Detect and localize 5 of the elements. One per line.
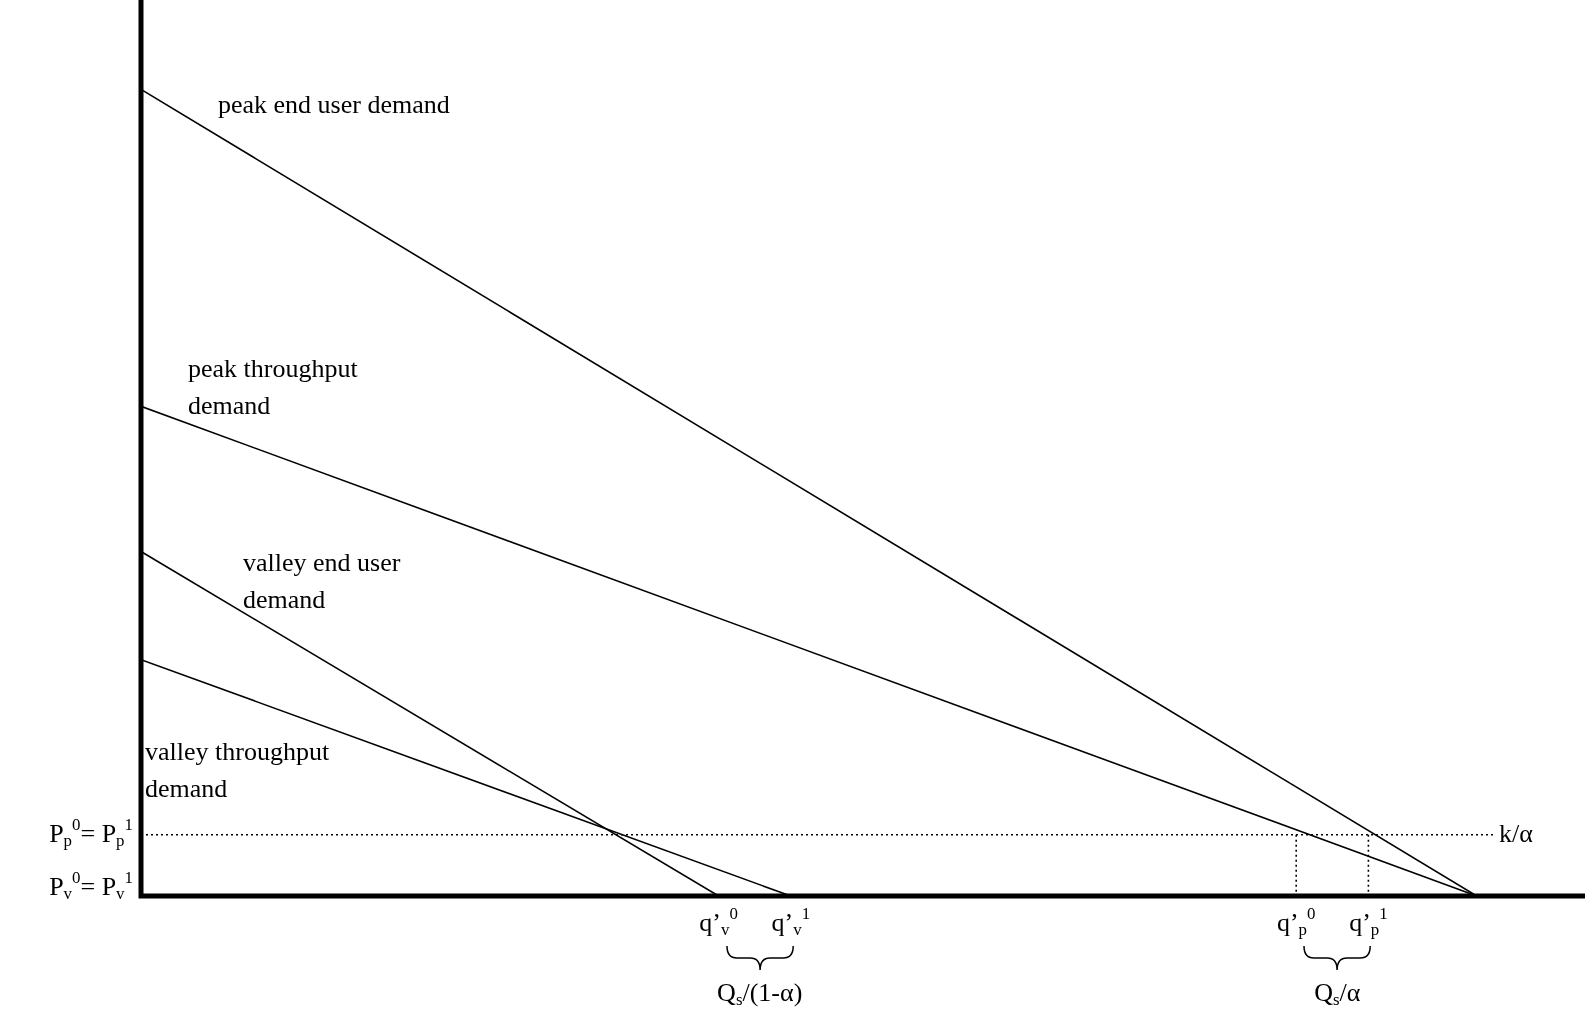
series-label: peak end user demand bbox=[218, 90, 450, 120]
series-label: valley end user demand bbox=[243, 548, 401, 615]
series-label: valley throughput demand bbox=[145, 737, 330, 804]
series-label: peak throughput demand bbox=[188, 354, 359, 421]
ref-line-label: k/α bbox=[1499, 818, 1534, 848]
